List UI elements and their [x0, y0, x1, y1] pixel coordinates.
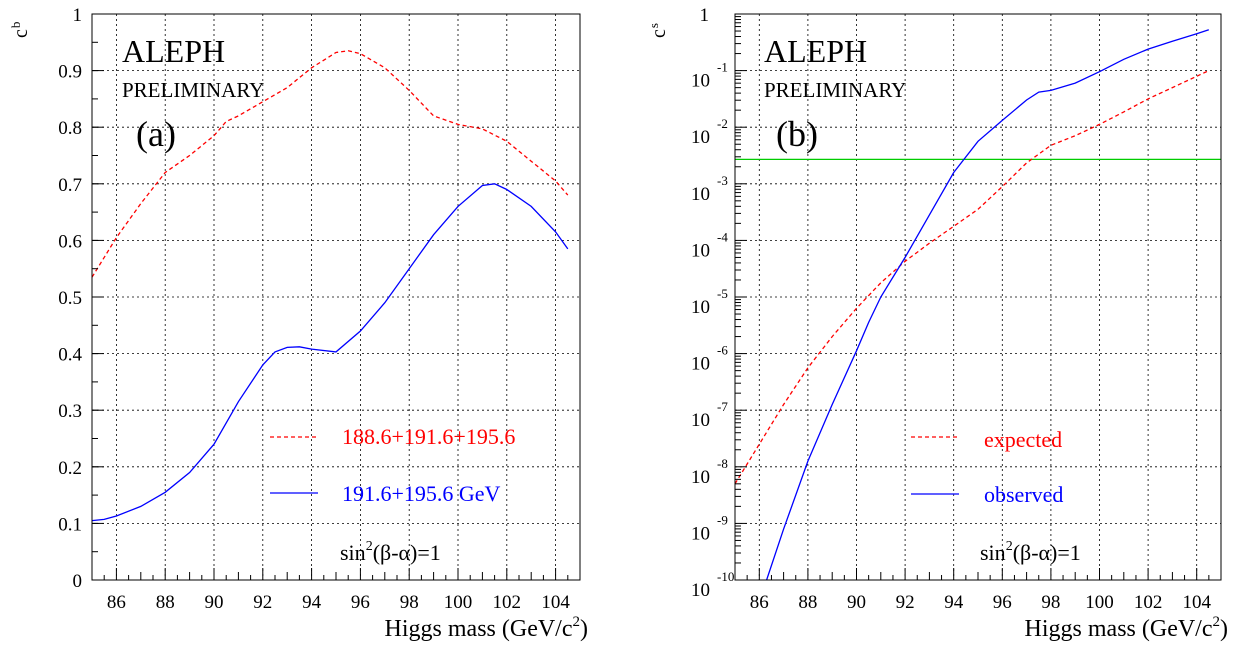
panel-a-curves: [91, 50, 569, 522]
y-tick-label: 10: [691, 467, 710, 488]
x-tick-label: 102: [1134, 592, 1163, 613]
status-label: PRELIMINARY: [122, 78, 264, 102]
y-tick-label: 0.1: [58, 514, 82, 535]
panel-b-curves: [734, 29, 1221, 581]
y-tick-label: 0.9: [58, 62, 82, 83]
x-tick-label: 98: [1041, 592, 1060, 613]
y-tick-label: 10: [691, 580, 710, 601]
x-tick-label: 92: [253, 592, 272, 613]
panel-b-grid: [735, 14, 1221, 580]
y-tick-label: 0: [73, 571, 83, 592]
y-tick-label: 10: [691, 184, 710, 205]
panel-b: 86 88 90 92 94 96 98 100 102 104 1 10 -1 10 -2 10 -3 10 -4…: [646, 5, 1228, 642]
x-tick-label: 94: [944, 592, 964, 613]
y-tick-label: 10: [691, 354, 710, 375]
x-tick-label: 104: [1182, 592, 1211, 613]
y-tick-label: 0.5: [58, 288, 82, 309]
scenario-annotation: sin2(β-α)=1: [980, 539, 1081, 565]
x-tick-label: 94: [302, 592, 322, 613]
panel-b-ticks: [734, 13, 1222, 581]
experiment-label: ALEPH: [122, 33, 225, 69]
x-tick-label: 100: [1085, 592, 1114, 613]
x-axis-title: Higgs mass (GeV/c2): [385, 614, 588, 642]
status-label: PRELIMINARY: [764, 78, 906, 102]
y-tick-label: 10: [691, 71, 710, 92]
x-tick-label: 90: [847, 592, 866, 613]
x-tick-label: 86: [107, 592, 126, 613]
legend-label-expected: expected: [984, 427, 1062, 452]
y-tick-exponent: -7: [717, 399, 728, 414]
x-axis-title: Higgs mass (GeV/c2): [1025, 614, 1228, 642]
x-tick-label: 96: [351, 592, 370, 613]
experiment-label: ALEPH: [764, 33, 867, 69]
y-tick-label: 0.2: [58, 458, 82, 479]
x-tick-label: 104: [541, 592, 570, 613]
y-tick-exponent: -9: [717, 512, 728, 527]
y-tick-exponent: -5: [717, 286, 728, 301]
y-axis-label: cs: [646, 23, 670, 38]
y-tick-label: 0.3: [58, 401, 82, 422]
series-line-191-6-195-6-gev: [91, 183, 569, 522]
panel-a-ticks: [91, 13, 581, 581]
x-tick-label: 86: [750, 592, 769, 613]
series-line-expected: [734, 70, 1210, 485]
x-tick-label: 90: [205, 592, 224, 613]
y-tick-exponent: -3: [717, 173, 728, 188]
y-tick-label: 0.4: [58, 345, 82, 366]
x-tick-label: 98: [400, 592, 419, 613]
y-tick-label: 10: [691, 297, 710, 318]
panel-tag: (b): [776, 114, 818, 154]
y-tick-label: 0.6: [58, 231, 82, 252]
y-tick-exponent: -4: [717, 229, 728, 244]
y-tick-label: 10: [691, 523, 710, 544]
y-tick-exponent: -10: [717, 569, 734, 584]
panel-a: 86 88 90 92 94 96 98 100 102 104 0 0.1 0.2 0.3 0.4 0.5 0…: [8, 5, 588, 642]
panel-b-labels: 86 88 90 92 94 96 98 100 102 104 1 10 -1 10 -2 10 -3 10 -4…: [691, 5, 1211, 613]
x-tick-label: 96: [993, 592, 1012, 613]
y-tick-exponent: -1: [717, 60, 728, 75]
y-tick-exponent: -2: [717, 116, 728, 131]
series-line-observed: [765, 29, 1210, 581]
panel-tag: (a): [136, 114, 176, 154]
x-tick-label: 102: [493, 592, 522, 613]
y-axis-label: cb: [8, 22, 32, 38]
panel-a-grid: [92, 14, 580, 580]
series-line-188-6-191-6-195-6: [91, 50, 569, 278]
y-tick-label: 0.8: [58, 118, 82, 139]
x-tick-label: 100: [444, 592, 473, 613]
y-tick-exponent: -6: [717, 343, 728, 358]
y-tick-label: 1: [73, 5, 83, 26]
legend-label-series-2: 191.6+195.6 GeV: [342, 481, 501, 506]
y-tick-label: 1: [700, 5, 710, 26]
panel-a-labels: 86 88 90 92 94 96 98 100 102 104 0 0.1 0.2 0.3 0.4 0.5 0…: [58, 5, 570, 613]
y-tick-exponent: -8: [717, 456, 728, 471]
legend-label-observed: observed: [984, 482, 1063, 507]
y-tick-label: 10: [691, 240, 710, 261]
legend-label-series-1: 188.6+191.6+195.6: [342, 424, 515, 449]
x-tick-label: 88: [798, 592, 817, 613]
y-tick-label: 0.7: [58, 175, 82, 196]
x-tick-label: 88: [156, 592, 175, 613]
y-tick-label: 10: [691, 410, 710, 431]
scenario-annotation: sin2(β-α)=1: [340, 539, 441, 565]
x-tick-label: 92: [896, 592, 915, 613]
y-tick-label: 10: [691, 127, 710, 148]
